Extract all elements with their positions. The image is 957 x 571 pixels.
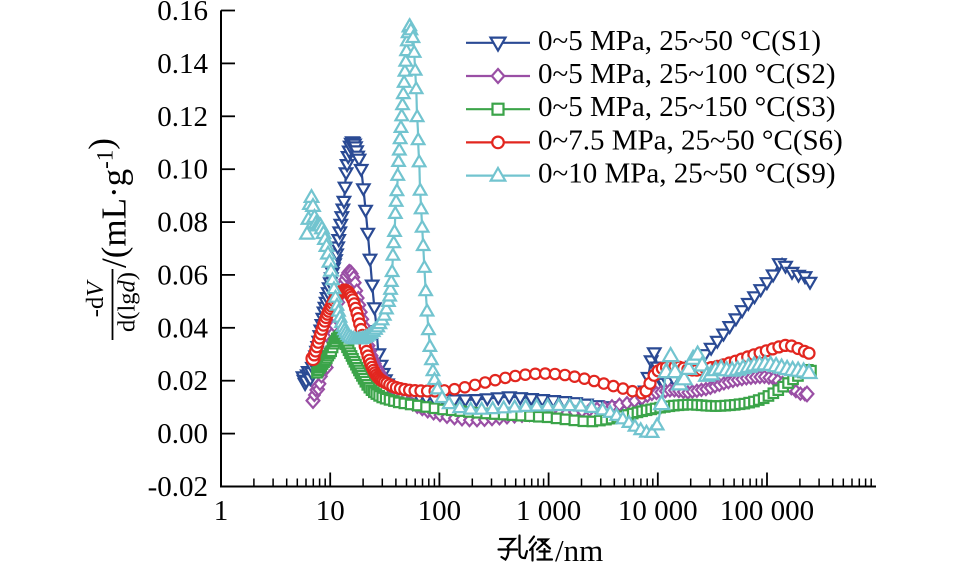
svg-text:-dV: -dV: [82, 279, 109, 317]
svg-text:d(lgd): d(lgd): [114, 272, 141, 332]
svg-text:10: 10: [316, 495, 345, 527]
svg-text:100 000: 100 000: [720, 495, 814, 527]
svg-text:0.10: 0.10: [157, 154, 208, 186]
svg-text:0~5 MPa, 25~100 °C(S2): 0~5 MPa, 25~100 °C(S2): [538, 58, 836, 90]
svg-text:0.08: 0.08: [157, 207, 208, 239]
svg-text:-0.02: -0.02: [148, 471, 208, 503]
svg-text:0.14: 0.14: [157, 48, 208, 80]
svg-text:/nm: /nm: [555, 533, 603, 566]
svg-text:0.12: 0.12: [157, 101, 208, 133]
svg-text:0~5 MPa, 25~150 °C(S3): 0~5 MPa, 25~150 °C(S3): [538, 91, 836, 123]
svg-text:0.04: 0.04: [157, 312, 208, 344]
svg-text:1: 1: [214, 495, 229, 527]
svg-text:0.06: 0.06: [157, 259, 208, 291]
svg-text:0.00: 0.00: [157, 418, 208, 450]
svg-text:0.02: 0.02: [157, 365, 208, 397]
svg-text:0~7.5 MPa, 25~50 °C(S6): 0~7.5 MPa, 25~50 °C(S6): [538, 124, 843, 156]
svg-text:0~5 MPa, 25~50 °C(S1): 0~5 MPa, 25~50 °C(S1): [538, 25, 821, 57]
svg-text:0.16: 0.16: [157, 0, 208, 27]
svg-text:10 000: 10 000: [618, 495, 698, 527]
svg-text:100: 100: [418, 495, 462, 527]
svg-text:1 000: 1 000: [516, 495, 581, 527]
svg-text:0~10 MPa, 25~50 °C(S9): 0~10 MPa, 25~50 °C(S9): [538, 158, 836, 190]
